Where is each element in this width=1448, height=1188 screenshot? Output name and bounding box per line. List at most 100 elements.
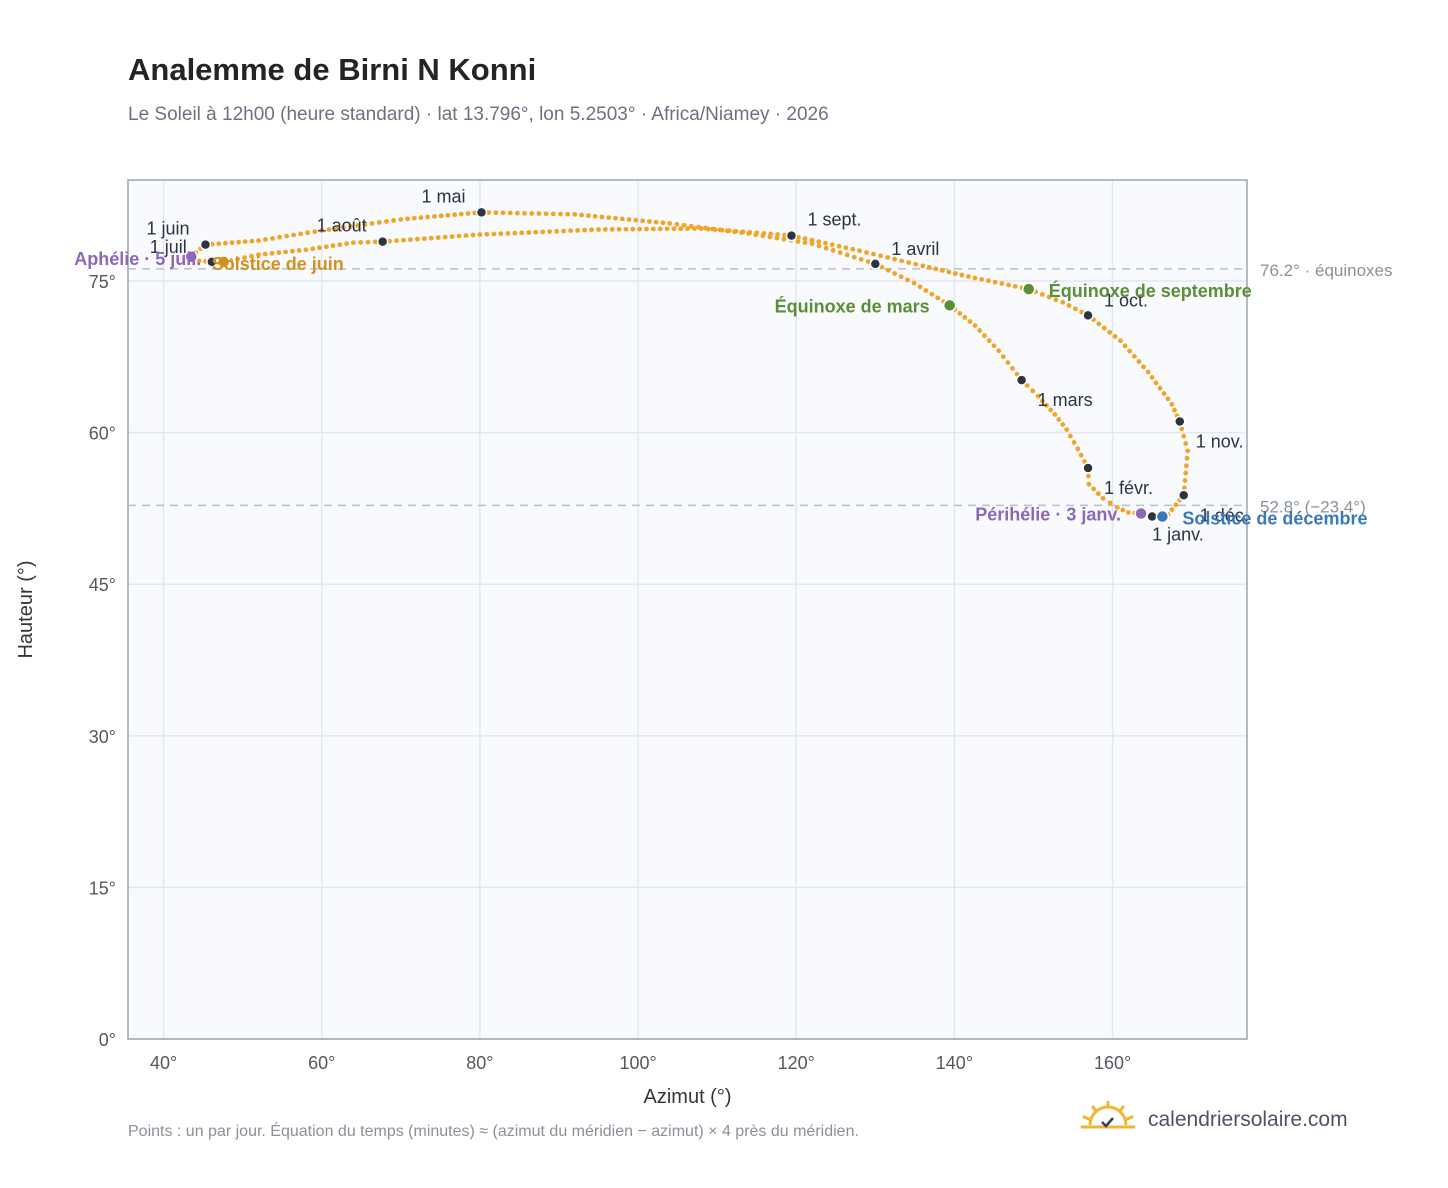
day-point <box>277 234 282 240</box>
day-point <box>946 269 952 275</box>
x-tick-label: 160° <box>1094 1053 1131 1073</box>
day-point <box>837 250 843 256</box>
day-point <box>512 230 518 236</box>
day-point <box>519 230 525 236</box>
day-point <box>851 254 857 260</box>
day-point <box>986 278 991 284</box>
day-point <box>585 213 591 219</box>
day-point <box>1024 383 1030 388</box>
event-label: Aphélie · 5 juil. <box>74 249 201 269</box>
day-point <box>1165 396 1171 402</box>
day-point <box>929 291 935 297</box>
day-point <box>350 240 356 246</box>
day-point <box>284 233 290 239</box>
day-point <box>850 246 856 252</box>
day-point <box>1141 364 1146 370</box>
day-point <box>579 212 584 218</box>
day-point <box>1091 486 1096 492</box>
day-point <box>312 229 318 235</box>
day-point <box>935 295 941 301</box>
day-point <box>326 227 332 232</box>
day-point <box>781 236 787 242</box>
day-point <box>712 227 718 232</box>
day-point <box>957 310 963 316</box>
day-point <box>505 230 511 236</box>
day-point <box>637 226 643 232</box>
day-point <box>599 214 605 220</box>
day-point <box>575 228 581 233</box>
day-point <box>500 210 506 216</box>
month-marker <box>376 235 389 248</box>
y-tick-label: 75° <box>89 272 116 292</box>
day-point <box>979 277 985 282</box>
day-point <box>1183 441 1189 446</box>
day-point <box>1149 375 1155 380</box>
event-label: Périhélie · 3 janv. <box>975 504 1121 524</box>
event-marker <box>216 255 231 269</box>
day-point <box>1184 455 1190 461</box>
day-point <box>1107 500 1113 506</box>
day-point <box>1131 353 1137 359</box>
day-point <box>986 338 992 344</box>
day-point <box>1095 491 1101 497</box>
day-point <box>1053 297 1059 303</box>
day-point <box>1114 505 1120 510</box>
day-point <box>458 211 464 217</box>
y-tick-label: 60° <box>89 424 116 444</box>
day-point <box>1120 507 1126 513</box>
day-point <box>303 247 309 253</box>
day-point <box>449 234 455 239</box>
day-point <box>966 274 971 279</box>
day-point <box>568 228 574 234</box>
day-point <box>609 226 615 232</box>
day-point <box>305 230 311 236</box>
day-point <box>543 211 549 217</box>
day-point <box>782 232 787 238</box>
day-point <box>747 229 753 235</box>
day-point <box>550 211 556 217</box>
day-point <box>1039 398 1045 404</box>
day-point <box>465 211 471 216</box>
day-point <box>365 239 371 245</box>
day-point <box>933 266 939 272</box>
day-point <box>387 238 392 244</box>
day-point <box>296 248 302 253</box>
day-point <box>1010 365 1015 371</box>
day-point <box>463 233 469 238</box>
month-label: 1 juil. <box>150 237 192 257</box>
day-point <box>348 224 353 229</box>
day-point <box>432 214 437 219</box>
day-point <box>229 240 235 246</box>
day-point <box>972 275 978 281</box>
day-point <box>456 233 462 239</box>
day-point <box>425 214 431 220</box>
month-label: 1 févr. <box>1104 478 1153 498</box>
day-point <box>726 228 732 234</box>
day-point <box>289 248 295 254</box>
day-point <box>411 215 417 221</box>
day-point <box>664 226 670 232</box>
day-point <box>236 239 242 245</box>
day-point <box>263 237 268 242</box>
day-point <box>630 226 636 232</box>
day-point <box>358 240 364 245</box>
day-point <box>408 237 413 243</box>
day-point <box>486 210 492 215</box>
day-point <box>1112 334 1118 339</box>
footnote: Points : un par jour. Équation du temps … <box>128 1123 859 1140</box>
day-point <box>572 211 578 217</box>
day-point <box>540 229 546 235</box>
month-marker <box>206 256 218 268</box>
month-marker <box>475 206 488 219</box>
day-point <box>1127 348 1133 354</box>
day-point <box>1101 325 1107 331</box>
day-point <box>774 235 780 241</box>
day-point <box>1125 510 1131 515</box>
day-point <box>768 231 774 237</box>
event-label: Équinoxe de mars <box>775 295 930 316</box>
event-label: Solstice de juin <box>212 254 344 274</box>
month-marker <box>1146 510 1158 523</box>
brand-logo[interactable]: calendriersolaire.com <box>1080 1100 1348 1140</box>
day-point <box>498 231 504 237</box>
